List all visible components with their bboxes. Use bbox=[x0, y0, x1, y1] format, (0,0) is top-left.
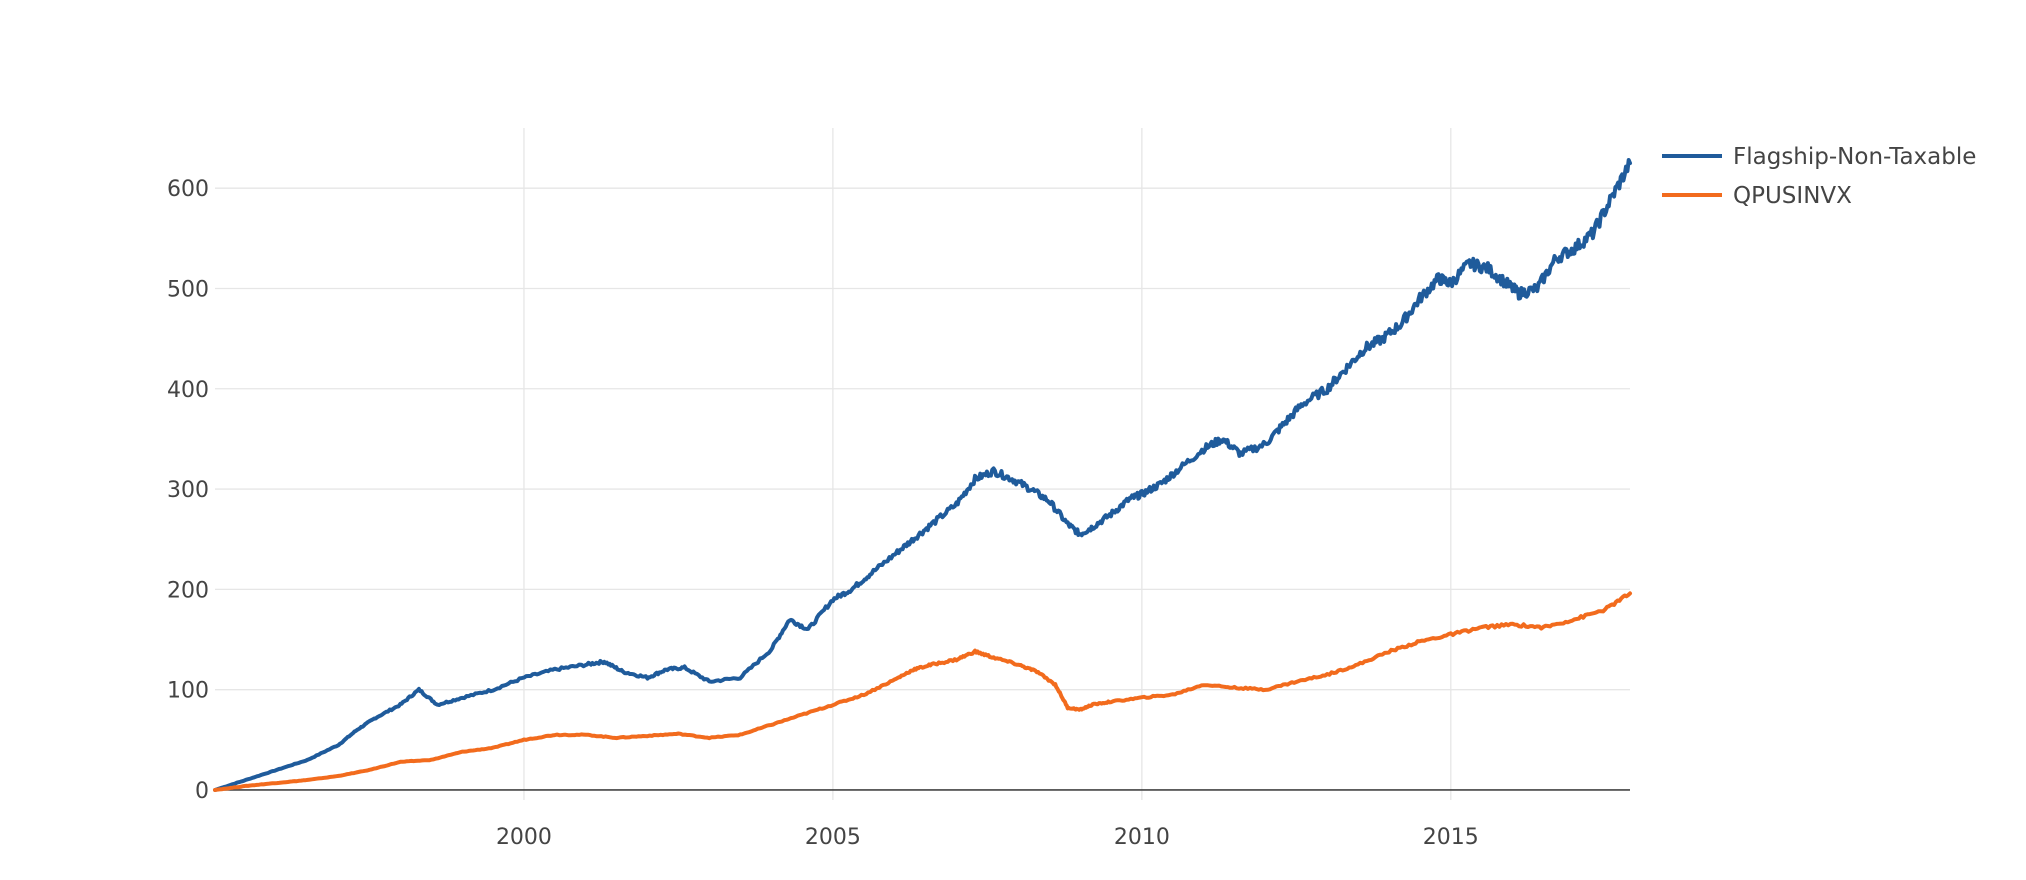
y-tick-label-100: 100 bbox=[167, 679, 209, 704]
y-tick-label-500: 500 bbox=[167, 277, 209, 302]
x-tick-label-2010: 2010 bbox=[1114, 825, 1170, 850]
x-tick-label-2005: 2005 bbox=[805, 825, 861, 850]
y-tick-label-0: 0 bbox=[195, 779, 209, 804]
x-gridlines bbox=[523, 128, 1452, 800]
y-tick-label-600: 600 bbox=[167, 177, 209, 202]
y-tick-labels: 0 100 200 300 400 500 600 bbox=[167, 177, 209, 804]
x-tick-labels: 2000 2005 2010 2015 bbox=[496, 825, 1479, 850]
x-tick-label-2000: 2000 bbox=[496, 825, 552, 850]
legend-item-0[interactable]: Flagship-Non-Taxable bbox=[1662, 144, 1976, 170]
y-gridlines bbox=[215, 187, 1630, 691]
x-tick-label-2015: 2015 bbox=[1423, 825, 1479, 850]
legend-label-1: QPUSINVX bbox=[1733, 183, 1852, 209]
y-tick-label-200: 200 bbox=[167, 578, 209, 603]
legend-item-1[interactable]: QPUSINVX bbox=[1662, 183, 1852, 209]
series-layer bbox=[213, 158, 1632, 792]
series-line-1 bbox=[213, 591, 1632, 792]
series-line-0 bbox=[213, 158, 1632, 792]
y-tick-label-400: 400 bbox=[167, 378, 209, 403]
legend[interactable]: Flagship-Non-Taxable QPUSINVX bbox=[1662, 144, 1976, 209]
legend-label-0: Flagship-Non-Taxable bbox=[1733, 144, 1976, 170]
y-tick-label-300: 300 bbox=[167, 478, 209, 503]
